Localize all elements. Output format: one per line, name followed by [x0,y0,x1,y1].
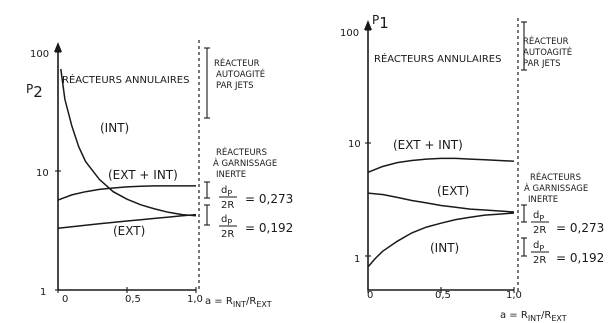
left-label-int: (INT) [100,121,129,135]
right-y-tick-10: 10 [348,139,361,150]
right-x-tick-0: 0 [367,290,373,301]
right-annot-garnissage: À GARNISSAGE [524,182,588,194]
left-ratio1-d: dP [221,185,232,198]
right-ratio2-value: = 0,192 [556,251,604,265]
left-ratio2-d: dP [221,214,232,227]
left-y-tick-1: 1 [40,287,46,298]
right-annot-reacteurs: RÉACTEURS [530,171,581,183]
right-series-int [367,212,515,268]
right-series-ext-int [367,157,515,173]
left-x-tick-0: 0 [62,294,68,305]
left-y-tick-100: 100 [30,49,49,60]
right-x-tick-05: 0,5 [435,290,451,301]
left-annot-par-jets: PAR JETS [216,81,253,91]
right-chart: 100 10 1 P1 0 0,5 1,0 a = RINT/REXT RÉAC… [340,13,604,323]
right-x-axis-label: a = RINT/REXT [500,310,567,323]
left-label-ext: (EXT) [113,224,145,238]
left-plot-area [54,40,237,293]
left-annot-garnissage: À GARNISSAGE [213,157,277,169]
left-y-axis-arrow [54,42,62,52]
right-ratio2-den: 2R [533,255,546,266]
left-series-ext [57,213,197,230]
left-chart: 100 10 1 P2 0 0,5 1,0 a = RINT/REXT RÉAC… [26,40,293,309]
right-plot-area [364,18,549,293]
left-annot-autoagite: AUTOAGITÉ [216,68,265,80]
left-plot-title: RÉACTEURS ANNULAIRES [62,73,189,86]
left-annot-reacteurs: RÉACTEURS [216,146,267,158]
right-ratio1-d: dP [533,210,544,223]
right-x-tick-10: 1,0 [506,290,522,301]
left-series-int [60,68,197,217]
right-label-int: (INT) [430,241,459,255]
left-x-tick-05: 0,5 [125,294,141,305]
right-label-ext-int: (EXT + INT) [393,138,463,152]
left-annot-inerte: INERTE [216,170,246,180]
left-ratio1-den: 2R [221,200,234,211]
left-x-tick-10: 1,0 [187,294,203,305]
right-series-ext [367,192,515,213]
left-label-ext-int: (EXT + INT) [108,168,178,182]
left-y-label: P2 [26,82,43,101]
right-label-ext: (EXT) [437,184,469,198]
left-series-ext-int [57,185,196,201]
right-ratio1-den: 2R [533,225,546,236]
right-annot-reacteur: RÉACTEUR [523,35,569,47]
right-y-tick-100: 100 [340,28,359,39]
right-ratio2-d: dP [533,240,544,253]
right-y-tick-1: 1 [354,254,360,265]
left-ratio2-den: 2R [221,229,234,240]
right-plot-title: RÉACTEURS ANNULAIRES [374,52,501,65]
right-annot-inerte: INERTE [528,195,558,205]
right-y-label: P1 [372,13,389,32]
right-ratio1-value: = 0,273 [556,221,604,235]
right-y-axis-arrow [364,20,372,30]
left-x-axis-label: a = RINT/REXT [205,296,272,309]
left-ratio2-value: = 0,192 [245,221,293,235]
left-y-tick-10: 10 [36,168,49,179]
right-annot-autoagite: AUTOAGITÉ [523,46,572,58]
right-annot-par-jets: PAR JETS [523,59,560,69]
left-ratio1-value: = 0,273 [245,192,293,206]
left-annot-reacteur: RÉACTEUR [214,57,260,69]
